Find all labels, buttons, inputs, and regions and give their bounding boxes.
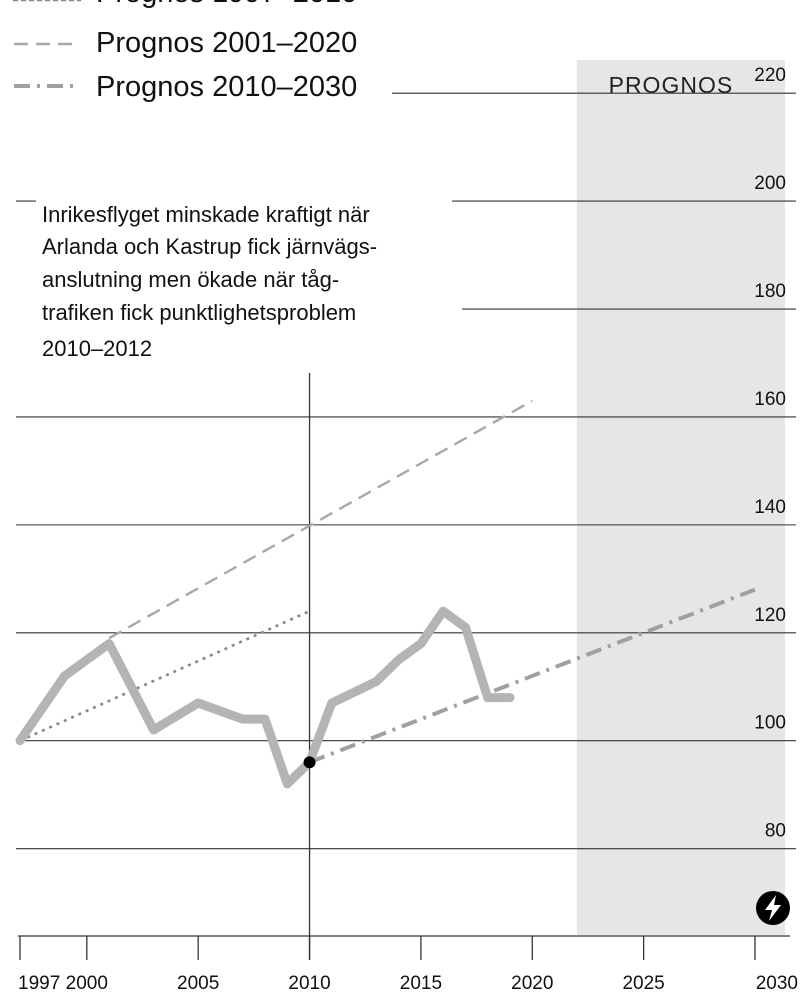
annotation-marker [303, 756, 316, 769]
legend-label-dotted: Prognos 1997–2010 [96, 0, 357, 9]
x-tick-label: 2025 [622, 973, 664, 994]
x-tick-label: 2030 [756, 973, 798, 994]
prognos-region [576, 60, 785, 935]
x-axis [18, 935, 790, 960]
annotation-line-2: Arlanda och Kastrup fick järnvägs- [42, 234, 377, 259]
x-tick-label: 1997 [18, 973, 60, 994]
annotation-line-1: Inrikesflyget minskade kraftigt när [42, 202, 370, 227]
series-line-dashdot [308, 587, 756, 765]
y-tick-label: 180 [754, 281, 786, 302]
y-tick-label: 200 [754, 173, 786, 194]
x-tick-label: 2010 [288, 973, 330, 994]
gridlines [16, 92, 796, 850]
series-line-dotted [19, 610, 311, 742]
legend-item-dotted: Prognos 1997–2010 [12, 0, 357, 9]
publisher-logo [756, 891, 790, 925]
annotation-line-5: 2010–2012 [42, 336, 152, 361]
series-line-dashed [108, 399, 533, 640]
x-tick-label: 2000 [66, 973, 108, 994]
legend-item-dashed: Prognos 2001–2020 [14, 27, 357, 59]
annotation-line-3: anslutning men ökade när tåg- [42, 267, 339, 292]
y-tick-label: 80 [765, 821, 786, 842]
y-tick-label: 160 [754, 389, 786, 410]
x-tick-label: 2015 [400, 973, 442, 994]
legend: Prognos 1997–2010 Prognos 2001–2020 Prog… [12, 0, 357, 103]
y-tick-labels: 80 100 120 140 160 180 200 220 [754, 65, 786, 841]
x-tick-labels: 1997 2000 2005 2010 2015 2020 2025 2030 [18, 973, 798, 994]
annotation-text: Inrikesflyget minskade kraftigt när Arla… [36, 195, 452, 373]
y-tick-label: 220 [754, 65, 786, 86]
y-tick-label: 140 [754, 497, 786, 518]
x-tick-label: 2005 [177, 973, 219, 994]
prognos-label: PROGNOS [609, 72, 734, 98]
bolt-icon [765, 895, 781, 921]
x-tick-label: 2020 [511, 973, 553, 994]
legend-label-dashdot: Prognos 2010–2030 [96, 71, 357, 103]
legend-label-dashed: Prognos 2001–2020 [96, 27, 357, 59]
y-tick-label: 100 [754, 713, 786, 734]
legend-item-dashdot: Prognos 2010–2030 [14, 71, 357, 103]
annotation-line-4: trafiken fick punktlighetsproblem [42, 300, 356, 325]
annotation-background [36, 195, 452, 373]
series-line-solid [15, 606, 515, 789]
y-tick-label: 120 [754, 605, 786, 626]
